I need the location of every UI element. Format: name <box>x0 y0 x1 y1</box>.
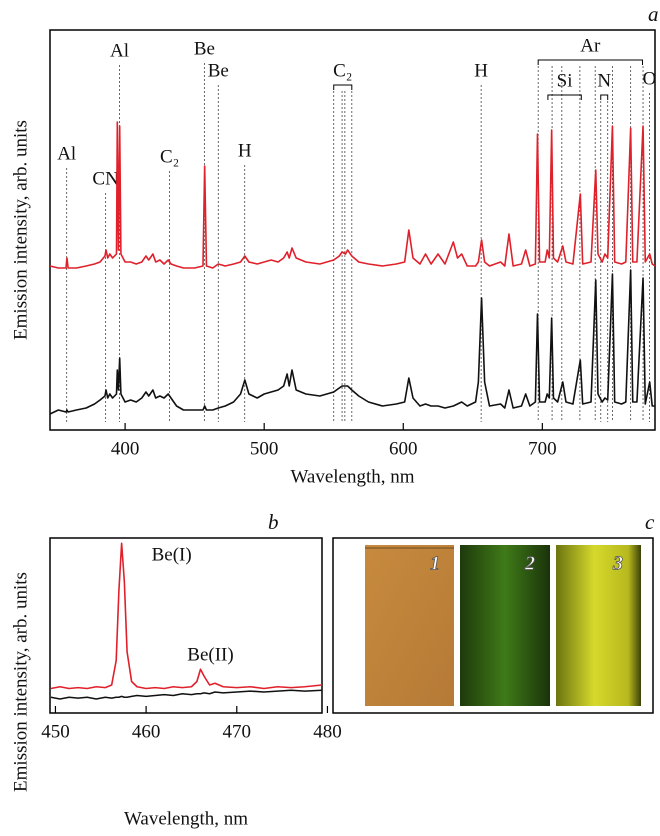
annotation: Be(I) <box>152 544 192 565</box>
photo <box>365 545 454 706</box>
photo-label: 3 <box>612 553 623 575</box>
panel-label: b <box>268 510 279 534</box>
marker-label: Al <box>57 143 76 164</box>
marker-label: CN <box>92 168 119 189</box>
bracket-label: N <box>597 70 611 91</box>
x-tick-label: 700 <box>528 438 557 459</box>
marker-label: O <box>643 68 657 89</box>
x-tick-label: 480 <box>313 721 342 742</box>
marker-label: Al <box>110 40 129 61</box>
x-tick-label: 500 <box>250 438 279 459</box>
x-tick-label: 470 <box>223 721 252 742</box>
bracket-label: Si <box>557 70 573 91</box>
x-tick-label: 400 <box>111 438 140 459</box>
spectrum <box>50 689 323 700</box>
marker-label: H <box>238 140 252 161</box>
panel-c: 1 2 3 c <box>332 510 655 714</box>
bracket-label: Ar <box>580 35 601 56</box>
bracket <box>537 59 643 65</box>
bracket <box>600 94 609 100</box>
bracket <box>333 84 353 90</box>
photo <box>556 545 641 706</box>
y-axis-label: Emission intensity, arb. units <box>10 572 31 792</box>
spectrum <box>49 121 656 269</box>
x-axis-label: Wavelength, nm <box>124 808 248 829</box>
x-tick-label: 600 <box>389 438 418 459</box>
marker-label: Be <box>194 38 215 59</box>
x-axis-label: Wavelength, nm <box>290 466 414 487</box>
spectrum <box>49 269 655 415</box>
bracket <box>547 94 582 100</box>
marker-label: C₂ <box>160 146 179 167</box>
panel-label: a <box>648 2 659 26</box>
marker-label: Be <box>208 60 229 81</box>
x-tick-label: 450 <box>41 721 70 742</box>
frame <box>49 29 656 431</box>
frame <box>49 537 323 714</box>
photo <box>460 545 550 706</box>
photo-label: 2 <box>524 553 535 575</box>
spectrum <box>50 542 323 690</box>
marker-label: H <box>474 60 488 81</box>
panel-label: c <box>645 510 655 534</box>
bracket-label: C₂ <box>333 60 352 81</box>
x-tick-label: 460 <box>132 721 161 742</box>
photo-label: 1 <box>430 553 440 575</box>
annotation: Be(II) <box>187 644 233 665</box>
y-axis-label: Emission intensity, arb. units <box>10 120 31 340</box>
